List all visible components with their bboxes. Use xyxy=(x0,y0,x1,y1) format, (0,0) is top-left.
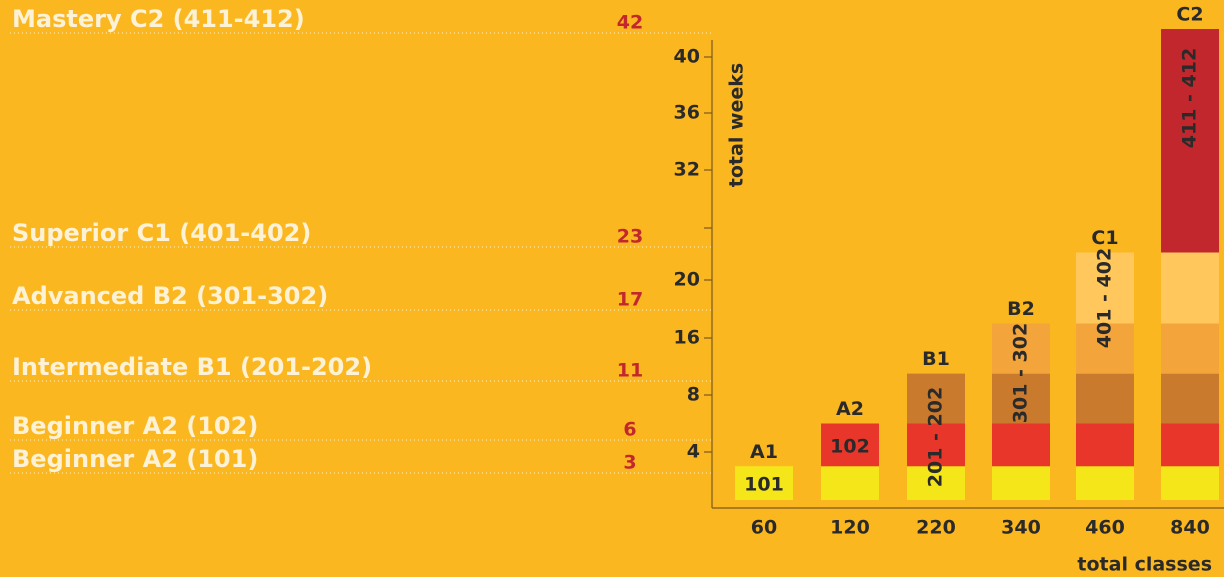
bar-segment xyxy=(1161,373,1219,424)
bar-segment xyxy=(821,423,879,467)
y-tick-label: 32 xyxy=(674,159,700,181)
y-tick-label: 4 xyxy=(687,441,700,463)
bar-segment xyxy=(1076,323,1134,374)
x-axis-label: total classes xyxy=(1077,554,1212,576)
level-name: Mastery C2 (411-412) xyxy=(12,5,305,33)
bar-level: B1 xyxy=(922,348,950,370)
bar-code: 101 xyxy=(744,474,784,496)
y-tick-label: 20 xyxy=(674,269,700,291)
y-tick-label: 36 xyxy=(674,102,700,124)
bar-segment xyxy=(821,466,879,500)
y-axis-label: total weeks xyxy=(726,63,748,187)
bar-segment xyxy=(907,466,965,500)
x-tick-label: 340 xyxy=(1001,517,1041,539)
level-weeks: 6 xyxy=(623,419,636,441)
bar-level: C1 xyxy=(1091,227,1118,249)
bar-code: 411 - 412 xyxy=(1179,48,1201,148)
bar-code: 401 - 402 xyxy=(1094,248,1116,348)
bar-level: C2 xyxy=(1176,4,1203,26)
bar-segment xyxy=(992,323,1050,374)
bar-segment xyxy=(907,423,965,467)
level-name: Beginner A2 (102) xyxy=(12,412,258,440)
x-tick-label: 60 xyxy=(751,517,777,539)
bar-segment xyxy=(992,466,1050,500)
x-tick-label: 120 xyxy=(830,517,870,539)
level-name: Advanced B2 (301-302) xyxy=(12,282,328,310)
bar-segment xyxy=(907,373,965,424)
bar-code: 301 - 302 xyxy=(1010,323,1032,423)
bar-level: A1 xyxy=(750,441,778,463)
bar-segment xyxy=(1161,252,1219,324)
level-weeks: 23 xyxy=(617,226,643,248)
bar-segment xyxy=(1161,323,1219,374)
level-weeks: 3 xyxy=(623,452,636,474)
y-tick-label: 40 xyxy=(674,46,700,68)
bar-segment xyxy=(1076,466,1134,500)
y-tick-label: 8 xyxy=(687,384,700,406)
level-weeks: 17 xyxy=(617,289,643,311)
bar-code: 201 - 202 xyxy=(925,387,947,487)
bar-level: A2 xyxy=(836,398,864,420)
bar-segment xyxy=(1161,29,1219,253)
level-weeks: 11 xyxy=(617,360,643,382)
bar-segment xyxy=(992,373,1050,424)
bar-segment xyxy=(1161,466,1219,500)
level-name: Superior C1 (401-402) xyxy=(12,219,311,247)
level-name: Intermediate B1 (201-202) xyxy=(12,353,372,381)
bar-segment xyxy=(735,466,793,500)
bar-segment xyxy=(1161,423,1219,467)
bar-segment xyxy=(1076,373,1134,424)
bar-segment xyxy=(992,423,1050,467)
bar-level: B2 xyxy=(1007,298,1035,320)
x-tick-label: 460 xyxy=(1085,517,1125,539)
bar-code: 102 xyxy=(830,435,870,457)
level-weeks: 42 xyxy=(617,12,643,34)
bar-segment xyxy=(1076,252,1134,324)
level-name: Beginner A2 (101) xyxy=(12,445,258,473)
x-tick-label: 220 xyxy=(916,517,956,539)
bar-segment xyxy=(1076,423,1134,467)
y-tick-label: 16 xyxy=(674,327,700,349)
x-tick-label: 840 xyxy=(1170,517,1210,539)
